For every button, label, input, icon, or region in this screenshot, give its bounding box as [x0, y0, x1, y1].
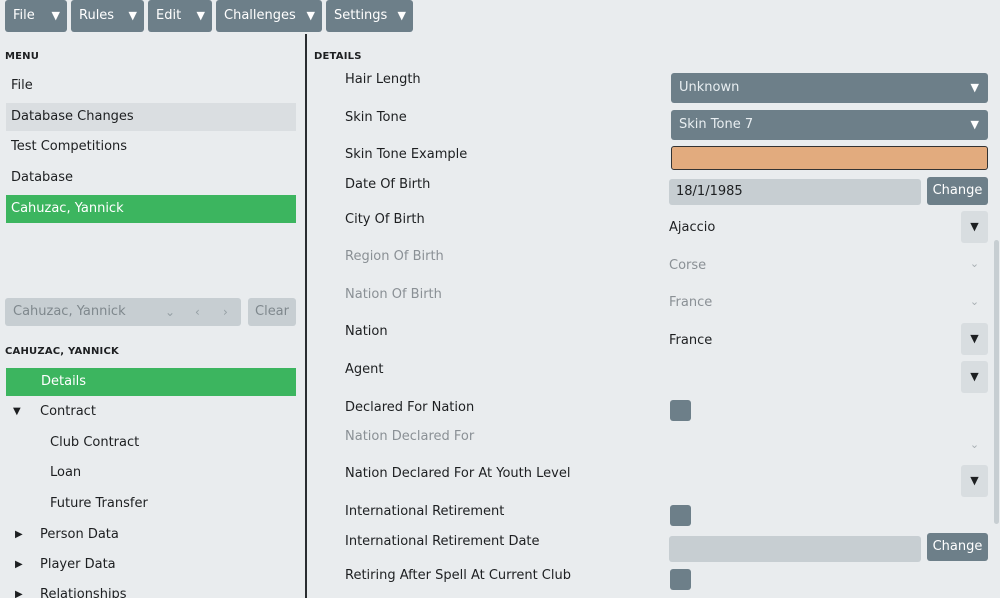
tree-item-person-data-label: Person Data — [40, 527, 119, 542]
chevron-right-icon[interactable]: › — [223, 305, 228, 319]
chevron-down-icon: ▼ — [51, 9, 60, 22]
rules-menu-button[interactable]: Rules ▼ — [71, 0, 144, 32]
edit-menu-label: Edit — [156, 8, 182, 23]
declared-for-nation-label: Declared For Nation — [345, 400, 475, 415]
hair-length-label: Hair Length — [345, 72, 421, 87]
nation-value: France — [669, 333, 713, 348]
intl-retirement-date-label: International Retirement Date — [345, 534, 540, 549]
hair-length-dropdown[interactable]: Unknown ▼ — [671, 73, 988, 103]
dob-label: Date Of Birth — [345, 177, 431, 192]
agent-label: Agent — [345, 362, 384, 377]
chevron-down-icon: ▼ — [970, 118, 979, 131]
person-header: CAHUZAC, YANNICK — [5, 346, 119, 357]
menu-header: MENU — [5, 51, 40, 62]
chevron-right-icon: ▶ — [15, 589, 23, 598]
retiring-after-spell-checkbox[interactable] — [670, 569, 691, 590]
nation-label: Nation — [345, 324, 388, 339]
toolbar: File ▼ Rules ▼ Edit ▼ Challenges ▼ Setti… — [0, 0, 1000, 34]
intl-retirement-date-change-button[interactable]: Change — [927, 533, 988, 561]
skin-tone-swatch — [671, 146, 988, 170]
skin-tone-label: Skin Tone — [345, 110, 407, 125]
chevron-left-icon[interactable]: ‹ — [195, 305, 200, 319]
tree-item-future-transfer[interactable]: Future Transfer — [50, 496, 148, 511]
chevron-down-icon: ▼ — [13, 406, 21, 417]
chevron-down-icon: ▼ — [970, 81, 979, 94]
city-of-birth-label: City Of Birth — [345, 212, 425, 227]
chevron-right-icon: ▶ — [15, 529, 23, 540]
chevron-down-icon: ▼ — [397, 9, 406, 22]
tree-item-relationships-label: Relationships — [40, 587, 127, 598]
nation-declared-youth-dropdown-button[interactable]: ▼ — [961, 465, 988, 497]
chevron-down-icon: ▼ — [306, 9, 315, 22]
retiring-after-spell-label: Retiring After Spell At Current Club — [345, 568, 571, 583]
nation-of-birth-value: France — [669, 295, 713, 310]
tree-item-player-data-label: Player Data — [40, 557, 116, 572]
file-menu-button[interactable]: File ▼ — [5, 0, 67, 32]
region-of-birth-label: Region Of Birth — [345, 249, 444, 264]
city-of-birth-dropdown-button[interactable]: ▼ — [961, 211, 988, 243]
chevron-right-icon: ▶ — [15, 559, 23, 570]
panel-divider — [305, 34, 307, 598]
details-scrollbar[interactable] — [994, 240, 999, 524]
person-selector[interactable]: Cahuzac, Yannick ⌄ ‹ › — [5, 298, 241, 326]
tree-item-contract[interactable]: ▼ Contract — [6, 398, 296, 426]
menu-item-person[interactable]: Cahuzac, Yannick — [6, 195, 296, 223]
intl-retirement-checkbox[interactable] — [670, 505, 691, 526]
nation-declared-for-dropdown-button: ⌄ — [969, 438, 980, 451]
skin-tone-value: Skin Tone 7 — [679, 117, 754, 132]
details-panel: DETAILS Hair Length Unknown ▼ Skin Tone … — [307, 34, 1000, 598]
tree-item-loan[interactable]: Loan — [50, 465, 82, 480]
menu-item-database-changes[interactable]: Database Changes — [6, 103, 296, 131]
nation-dropdown-button[interactable]: ▼ — [961, 323, 988, 355]
clear-button[interactable]: Clear — [248, 298, 296, 326]
details-header: DETAILS — [314, 51, 362, 62]
tree-item-relationships[interactable]: ▶ Relationships — [6, 581, 296, 598]
hair-length-value: Unknown — [679, 80, 740, 95]
settings-menu-label: Settings — [334, 8, 388, 23]
tree-item-contract-label: Contract — [40, 404, 96, 419]
skin-tone-example-label: Skin Tone Example — [345, 147, 468, 162]
challenges-menu-label: Challenges — [224, 8, 296, 23]
nation-declared-for-label: Nation Declared For — [345, 429, 475, 444]
menu-item-file[interactable]: File — [11, 78, 33, 93]
settings-menu-button[interactable]: Settings ▼ — [326, 0, 413, 32]
tree-item-details[interactable]: Details — [6, 368, 296, 396]
region-of-birth-value: Corse — [669, 258, 707, 273]
chevron-down-icon[interactable]: ⌄ — [165, 305, 176, 319]
tree-item-club-contract[interactable]: Club Contract — [50, 435, 140, 450]
declared-for-nation-checkbox[interactable] — [670, 400, 691, 421]
file-menu-label: File — [13, 8, 35, 23]
tree-item-player-data[interactable]: ▶ Player Data — [6, 551, 296, 579]
nation-declared-youth-label: Nation Declared For At Youth Level — [345, 466, 571, 481]
dob-field[interactable]: 18/1/1985 — [669, 179, 921, 205]
region-of-birth-dropdown-button: ⌄ — [969, 257, 980, 270]
chevron-down-icon: ▼ — [128, 9, 137, 22]
nation-of-birth-label: Nation Of Birth — [345, 287, 442, 302]
challenges-menu-button[interactable]: Challenges ▼ — [216, 0, 322, 32]
left-panel: MENU File Database Changes Test Competit… — [0, 34, 305, 598]
person-selector-value: Cahuzac, Yannick — [13, 304, 126, 319]
skin-tone-dropdown[interactable]: Skin Tone 7 ▼ — [671, 110, 988, 140]
menu-item-database[interactable]: Database — [11, 170, 74, 185]
intl-retirement-label: International Retirement — [345, 504, 505, 519]
agent-dropdown-button[interactable]: ▼ — [961, 361, 988, 393]
dob-change-button[interactable]: Change — [927, 177, 988, 205]
nation-of-birth-dropdown-button: ⌄ — [969, 295, 980, 308]
rules-menu-label: Rules — [79, 8, 115, 23]
city-of-birth-value: Ajaccio — [669, 220, 716, 235]
edit-menu-button[interactable]: Edit ▼ — [148, 0, 212, 32]
tree-item-person-data[interactable]: ▶ Person Data — [6, 521, 296, 549]
intl-retirement-date-field[interactable] — [669, 536, 921, 562]
menu-item-test-competitions[interactable]: Test Competitions — [11, 139, 128, 154]
chevron-down-icon: ▼ — [196, 9, 205, 22]
